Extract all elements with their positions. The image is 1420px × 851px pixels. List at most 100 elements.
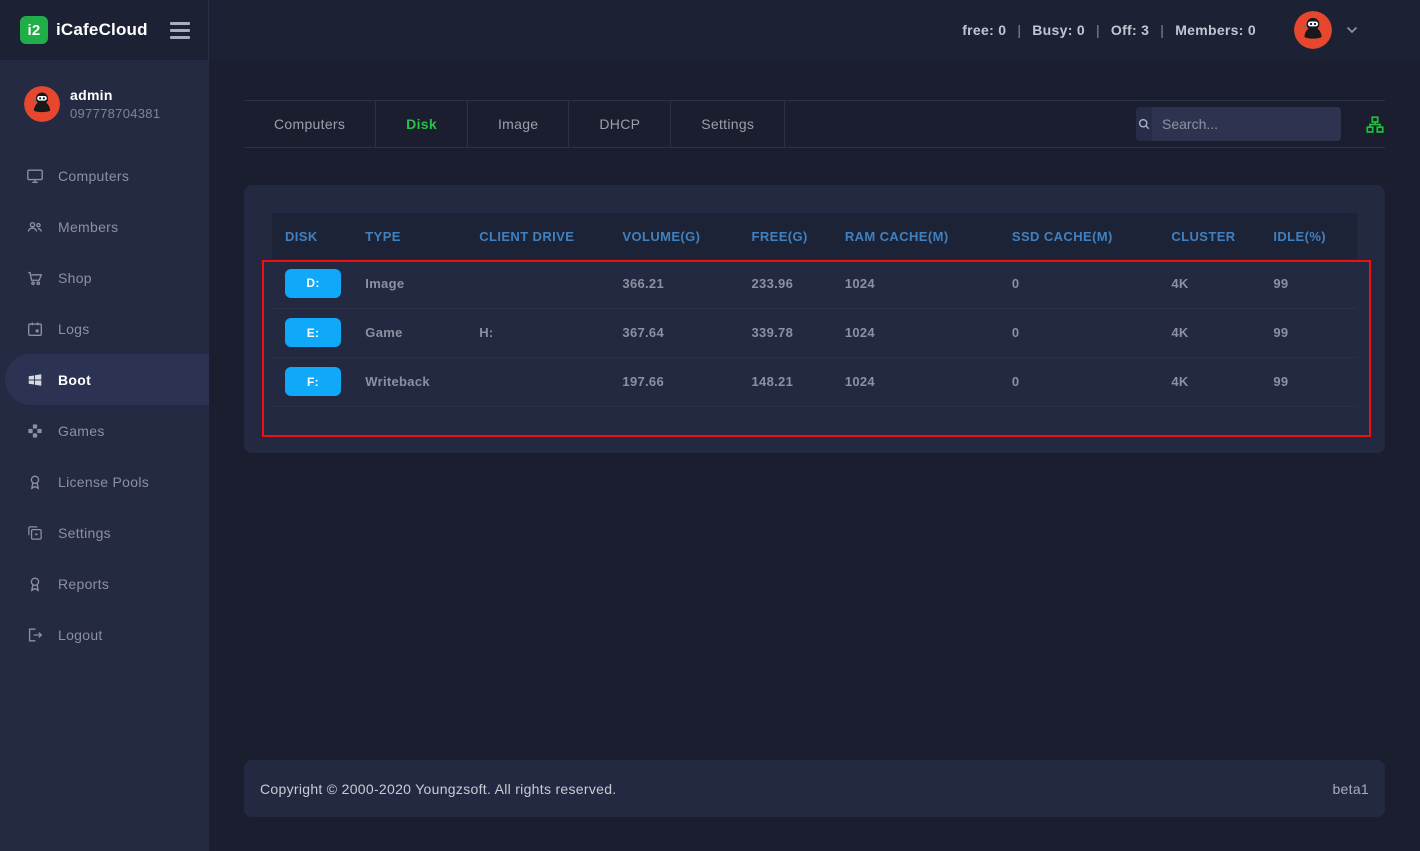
tab-strip-right (1136, 101, 1385, 147)
tab-disk[interactable]: Disk (376, 101, 468, 147)
col-disk: DISK (272, 213, 353, 259)
cell-cluster: 4K (1158, 357, 1261, 407)
col-cluster: CLUSTER (1158, 213, 1261, 259)
cell-free: 233.96 (738, 259, 832, 309)
table-row: F: Writeback 197.66 148.21 1024 0 4K 99 (272, 357, 1357, 407)
table-header-row: DISK TYPE CLIENT DRIVE VOLUME(G) FREE(G)… (272, 213, 1357, 259)
topbar: i2 iCafeCloud free: 0 | Busy: 0 | Off: 3… (0, 0, 1420, 60)
sidebar-item-games[interactable]: Games (0, 405, 209, 456)
cell-client-drive (466, 259, 610, 309)
cell-ssd-cache: 0 (998, 308, 1159, 358)
cell-cluster: 4K (1158, 308, 1261, 358)
disk-button[interactable]: F: (285, 367, 341, 396)
network-sitemap-icon[interactable] (1365, 115, 1385, 134)
cell-volume: 197.66 (609, 357, 739, 407)
sidebar-item-shop[interactable]: Shop (0, 252, 209, 303)
cell-client-drive: H: (466, 308, 610, 358)
status-divider: | (1095, 22, 1100, 38)
status-members: Members: 0 (1175, 22, 1256, 38)
monitor-icon (26, 167, 44, 185)
sidebar-item-boot[interactable]: Boot (5, 354, 209, 405)
cell-ram-cache: 1024 (831, 259, 999, 309)
hamburger-menu-icon[interactable] (170, 21, 190, 39)
cell-type: Game (352, 308, 467, 358)
sidebar-item-label: Shop (58, 269, 92, 286)
cell-client-drive (466, 357, 610, 407)
tab-settings[interactable]: Settings (671, 101, 786, 147)
status-busy: Busy: 0 (1032, 22, 1085, 38)
table-row: E: Game H: 367.64 339.78 1024 0 4K 99 (272, 308, 1357, 358)
station-status-summary: free: 0 | Busy: 0 | Off: 3 | Members: 0 (962, 22, 1256, 38)
search-icon[interactable] (1136, 107, 1152, 141)
sidebar-user-block: admin 097778704381 (0, 60, 209, 142)
table-row: D: Image 366.21 233.96 1024 0 4K 99 (272, 259, 1357, 309)
sidebar-item-logout[interactable]: Logout (0, 609, 209, 660)
calendar-icon (26, 320, 44, 338)
disk-button[interactable]: E: (285, 318, 341, 347)
cell-ram-cache: 1024 (831, 357, 999, 407)
tab-computers[interactable]: Computers (244, 101, 377, 147)
cell-type: Writeback (352, 357, 467, 407)
col-idle: IDLE(%) (1260, 213, 1357, 259)
disk-table: DISK TYPE CLIENT DRIVE VOLUME(G) FREE(G)… (272, 213, 1357, 407)
status-off: Off: 3 (1110, 22, 1150, 38)
copyright-text: Copyright © 2000-2020 Youngzsoft. All ri… (260, 780, 617, 797)
main-content: Computers Disk Image DHCP Settings (209, 60, 1420, 851)
sidebar-item-label: Reports (58, 575, 110, 592)
tab-image[interactable]: Image (468, 101, 570, 147)
award-icon (26, 473, 44, 491)
user-name: admin (70, 87, 113, 103)
cell-volume: 366.21 (609, 259, 739, 309)
logout-icon (26, 626, 44, 644)
status-divider: | (1017, 22, 1022, 38)
col-ssd-cache: SSD CACHE(M) (998, 213, 1159, 259)
cell-ssd-cache: 0 (998, 259, 1159, 309)
sidebar-item-label: Members (58, 218, 119, 235)
col-free: FREE(G) (738, 213, 832, 259)
brand-name: iCafeCloud (56, 20, 148, 39)
sidebar-item-label: License Pools (58, 473, 150, 490)
sidebar-item-label: Games (58, 422, 105, 439)
sidebar-nav: Computers Members Shop Logs Boot (0, 150, 209, 660)
status-divider: | (1160, 22, 1165, 38)
topbar-right: free: 0 | Busy: 0 | Off: 3 | Members: 0 (209, 0, 1420, 60)
logo-badge-icon: i2 (20, 16, 48, 44)
sidebar-item-license-pools[interactable]: License Pools (0, 456, 209, 507)
sidebar-item-label: Boot (58, 371, 92, 388)
footer: Copyright © 2000-2020 Youngzsoft. All ri… (244, 760, 1385, 817)
award-icon (26, 575, 44, 593)
users-icon (26, 218, 44, 236)
cell-volume: 367.64 (609, 308, 739, 358)
cell-cluster: 4K (1158, 259, 1261, 309)
tab-dhcp[interactable]: DHCP (569, 101, 672, 147)
cell-idle: 99 (1260, 259, 1357, 309)
app-logo[interactable]: i2 iCafeCloud (20, 16, 148, 44)
sidebar-item-members[interactable]: Members (0, 201, 209, 252)
status-free: free: 0 (962, 22, 1007, 38)
col-client-drive: CLIENT DRIVE (466, 213, 610, 259)
sidebar-item-reports[interactable]: Reports (0, 558, 209, 609)
chevron-down-icon[interactable] (1346, 26, 1358, 34)
sidebar-item-logs[interactable]: Logs (0, 303, 209, 354)
col-type: TYPE (352, 213, 467, 259)
gamepad-icon (26, 422, 44, 440)
sidebar-user-avatar (24, 86, 60, 122)
user-phone: 097778704381 (70, 106, 161, 121)
col-ram-cache: RAM CACHE(M) (831, 213, 999, 259)
sidebar-item-label: Settings (58, 524, 111, 541)
cart-icon (26, 269, 44, 287)
user-avatar[interactable] (1294, 11, 1332, 49)
cell-type: Image (352, 259, 467, 309)
sidebar-item-computers[interactable]: Computers (0, 150, 209, 201)
disk-button[interactable]: D: (285, 268, 341, 298)
search-input[interactable] (1152, 107, 1341, 141)
sidebar-item-settings[interactable]: Settings (0, 507, 209, 558)
col-volume: VOLUME(G) (609, 213, 739, 259)
disk-table-panel: DISK TYPE CLIENT DRIVE VOLUME(G) FREE(G)… (244, 185, 1385, 453)
windows-icon (26, 371, 44, 389)
cell-free: 339.78 (738, 308, 832, 358)
cell-ram-cache: 1024 (831, 308, 999, 358)
cell-ssd-cache: 0 (998, 357, 1159, 407)
sidebar-item-label: Logout (58, 626, 103, 643)
cell-idle: 99 (1260, 308, 1357, 358)
